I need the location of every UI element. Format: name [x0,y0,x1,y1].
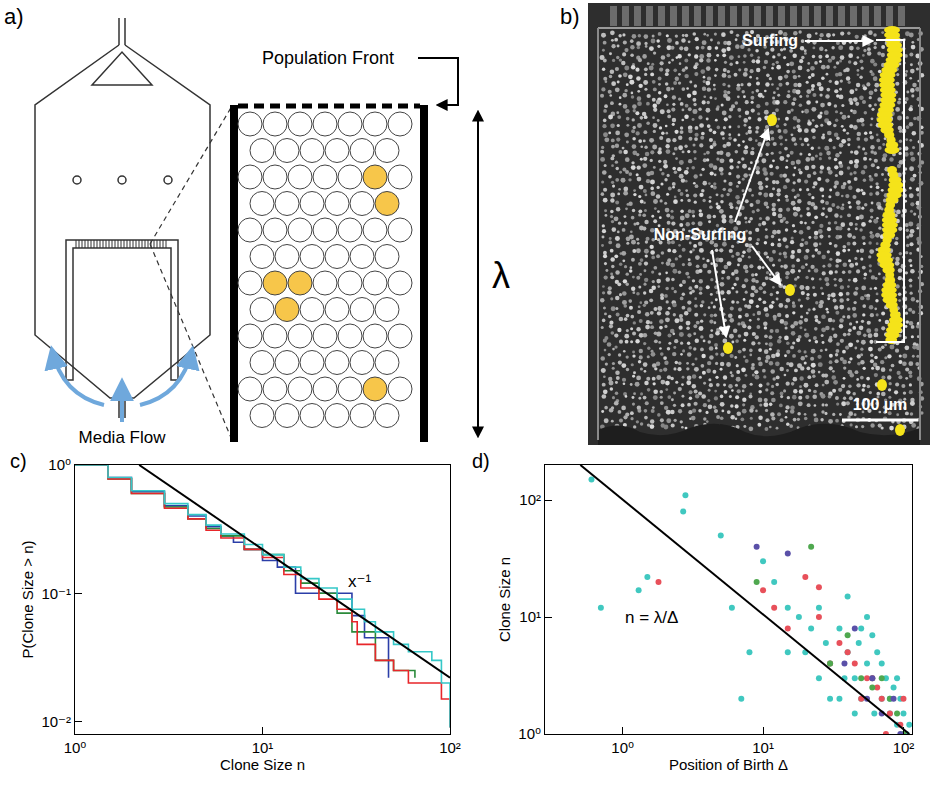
svg-text:10⁰: 10⁰ [48,456,71,473]
svg-text:10⁻²: 10⁻² [41,713,71,730]
svg-text:10⁻¹: 10⁻¹ [41,585,71,602]
svg-text:10¹: 10¹ [752,739,774,756]
svg-text:λ: λ [492,255,510,296]
svg-text:d): d) [472,450,490,472]
svg-text:Media Flow: Media Flow [79,428,167,447]
svg-text:10⁰: 10⁰ [611,739,634,756]
svg-text:10²: 10² [519,491,541,508]
svg-text:10²: 10² [439,739,461,756]
svg-text:100 µm: 100 µm [853,396,908,413]
svg-text:n = λ/Δ: n = λ/Δ [625,608,678,627]
svg-text:P(Clone Size > n): P(Clone Size > n) [19,541,36,659]
svg-text:Position of Birth Δ: Position of Birth Δ [669,756,788,773]
svg-text:c): c) [10,450,27,472]
svg-text:Surfing: Surfing [742,32,798,49]
svg-text:Population Front: Population Front [262,48,394,68]
svg-text:10⁰: 10⁰ [64,739,87,756]
svg-text:Non-Surfing: Non-Surfing [654,226,746,243]
svg-text:x⁻¹: x⁻¹ [348,572,371,591]
svg-text:10⁰: 10⁰ [518,725,541,742]
svg-text:10¹: 10¹ [252,739,274,756]
svg-text:b): b) [560,4,580,29]
svg-text:10¹: 10¹ [519,608,541,625]
svg-text:10²: 10² [893,739,915,756]
svg-text:a): a) [4,4,24,29]
svg-text:Clone Size n: Clone Size n [496,557,513,642]
svg-text:Clone Size n: Clone Size n [220,756,305,773]
